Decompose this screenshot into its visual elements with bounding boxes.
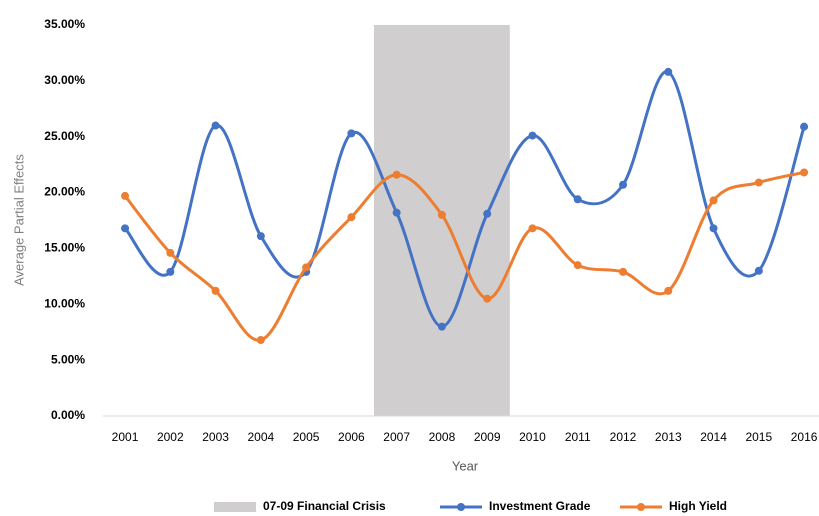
data-point [211,286,220,295]
y-tick-label: 20.00% [44,185,85,199]
data-point [709,196,718,205]
data-point [121,224,130,233]
y-tick-label: 10.00% [44,296,85,310]
legend-label: 07-09 Financial Crisis [263,499,386,513]
x-tick-label: 2009 [474,430,501,444]
data-point [573,195,582,204]
legend-marker [457,503,465,511]
data-point [437,322,446,331]
y-tick-label: 0.00% [51,408,85,422]
data-point [483,209,492,218]
data-point [664,286,673,295]
data-point [437,210,446,219]
data-point [754,266,763,275]
x-tick-label: 2013 [655,430,682,444]
data-point [619,267,628,276]
x-axis-label: Year [452,458,479,473]
x-tick-label: 2001 [112,430,139,444]
data-point [528,224,537,233]
x-tick-label: 2004 [247,430,274,444]
data-point [302,263,311,272]
data-point [256,232,265,241]
series-line [123,70,806,329]
x-tick-label: 2010 [519,430,546,444]
data-point [347,213,356,222]
data-point [392,208,401,217]
x-tick-label: 2012 [610,430,637,444]
x-tick-label: 2015 [745,430,772,444]
x-tick-label: 2016 [791,430,818,444]
data-point [709,224,718,233]
data-point [211,121,220,130]
legend-label: Investment Grade [489,499,591,513]
data-point [166,248,175,257]
y-tick-label: 25.00% [44,129,85,143]
data-point [800,168,809,177]
y-tick-label: 15.00% [44,241,85,255]
x-tick-label: 2011 [565,430,591,444]
y-tick-label: 5.00% [51,352,85,366]
data-point [483,294,492,303]
x-tick-label: 2008 [429,430,456,444]
data-point [166,267,175,276]
legend-label: High Yield [669,499,727,513]
data-point [256,336,265,345]
data-point [664,67,673,76]
x-tick-label: 2005 [293,430,320,444]
data-point [392,170,401,179]
x-tick-label: 2003 [202,430,229,444]
shaded-region [374,25,510,416]
data-point [754,178,763,187]
legend-swatch [214,502,256,512]
data-point [619,180,628,189]
legend-marker [637,503,645,511]
x-tick-label: 2006 [338,430,365,444]
x-tick-label: 2002 [157,430,184,444]
y-tick-label: 35.00% [44,17,85,31]
data-point [573,261,582,270]
data-point [528,131,537,140]
data-point [347,129,356,138]
y-axis-label: Average Partial Effects [11,154,26,286]
y-tick-label: 30.00% [44,73,85,87]
data-point [121,191,130,200]
x-tick-label: 2007 [383,430,410,444]
data-point [800,122,809,131]
series-line [123,170,805,342]
x-tick-label: 2014 [700,430,727,444]
